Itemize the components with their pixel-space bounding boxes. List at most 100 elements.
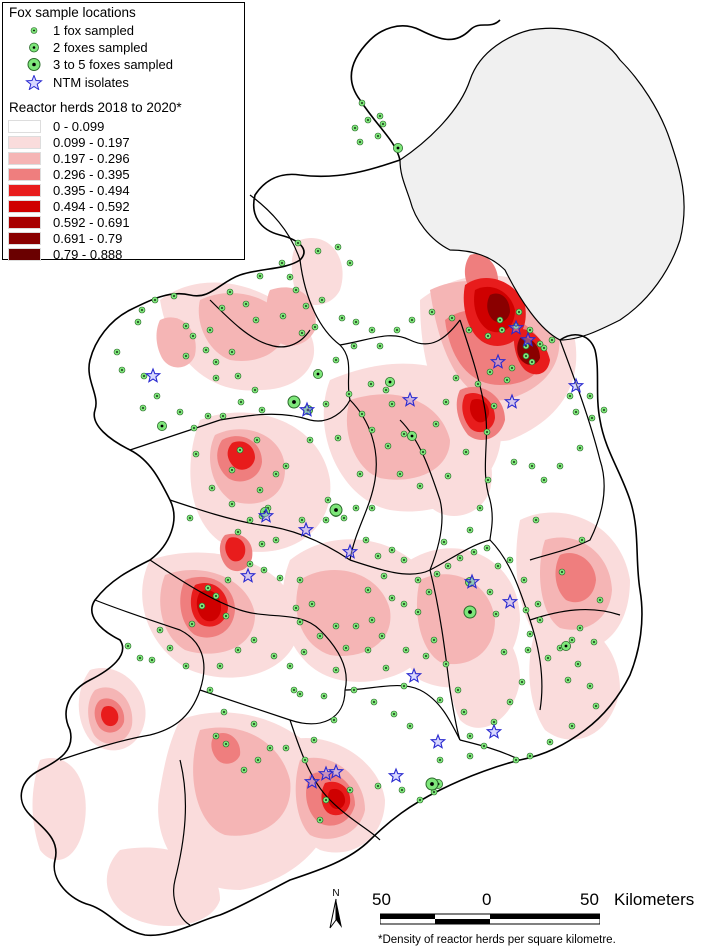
legend-class-row: 0.395 - 0.494 xyxy=(3,183,243,198)
fox-sample-dot-center xyxy=(225,743,227,745)
scale-bar: 50 0 50 Kilometers xyxy=(370,890,705,930)
fox-sample-dot-center xyxy=(515,759,517,761)
fox-sample-dot-center xyxy=(419,799,421,801)
fox-sample-dot-center xyxy=(211,487,213,489)
fox-sample-dot-center xyxy=(468,329,470,331)
fox-sample-dot-center xyxy=(515,325,517,327)
fox-sample-dots-multi xyxy=(287,395,477,791)
legend-class-row: 0.494 - 0.592 xyxy=(3,199,243,214)
legend-class-label: 0.197 - 0.296 xyxy=(53,151,130,166)
fox-sample-dot-center xyxy=(451,317,453,319)
fox-sample-dot-center xyxy=(313,739,315,741)
fox-sample-dot-center xyxy=(309,439,311,441)
fox-sample-dot-center xyxy=(561,571,563,573)
fox-sample-dot-center xyxy=(547,657,549,659)
footnote: *Density of reactor herds per square kil… xyxy=(378,934,616,946)
fox-sample-dot-center xyxy=(537,603,539,605)
fox-sample-dot-center xyxy=(299,693,301,695)
fox-sample-dot-center xyxy=(487,479,489,481)
fox-sample-dot-center xyxy=(539,343,541,345)
fox-sample-dot-center xyxy=(215,361,217,363)
fox-sample-dot-center xyxy=(493,405,495,407)
fox-sample-dot-center xyxy=(571,639,573,641)
legend-class-label: 0.691 - 0.79 xyxy=(53,231,123,246)
fox-sample-dot-center xyxy=(383,575,385,577)
fox-sample-dot-center xyxy=(295,289,297,291)
fox-sample-dot-center xyxy=(410,434,414,438)
ntm-isolate-star xyxy=(239,567,257,583)
fox-sample-dot-center xyxy=(486,431,488,433)
legend-label: 1 fox sampled xyxy=(53,23,134,38)
fox-sample-dot-center xyxy=(439,759,441,761)
fox-sample-dot-center xyxy=(361,102,363,104)
fox-sample-dot-center xyxy=(193,427,195,429)
fox-sample-dot-center xyxy=(473,551,475,553)
fox-sample-dot-center xyxy=(371,619,373,621)
fox-sample-dot-center xyxy=(525,355,527,357)
fox-sample-dot-center xyxy=(417,579,419,581)
legend-row-1-fox: 1 fox sampled xyxy=(3,23,243,38)
fox-sample-dot-center xyxy=(479,507,481,509)
fox-sample-dot-center xyxy=(487,335,489,337)
fox-sample-dot-center xyxy=(256,439,258,441)
fox-sample-dot-center xyxy=(273,655,275,657)
fox-sample-dot-center xyxy=(431,311,433,313)
legend-class-row: 0.592 - 0.691 xyxy=(3,215,243,230)
legend-class-row: 0.296 - 0.395 xyxy=(3,167,243,182)
fox-sample-dot-center xyxy=(275,473,277,475)
legend-class-label: 0 - 0.099 xyxy=(53,119,105,134)
fox-sample-dot-center xyxy=(543,479,545,481)
legend-class-swatch xyxy=(8,136,41,149)
star-icon xyxy=(25,75,43,90)
fox-sample-dot-center xyxy=(367,649,369,651)
fox-sample-dot-center xyxy=(156,395,158,397)
fox-sample-dot-center xyxy=(325,403,327,405)
fox-sample-dot-center xyxy=(353,345,355,347)
legend-label: 2 foxes sampled xyxy=(53,40,148,55)
fox-sample-dot-center xyxy=(393,713,395,715)
fox-sample-dot-center xyxy=(253,639,255,641)
fox-sample-dot-center xyxy=(222,415,224,417)
fox-sample-dot-center xyxy=(495,613,497,615)
fox-sample-dot-center xyxy=(359,473,361,475)
fox-sample-dot-center xyxy=(325,799,327,801)
fox-sample-dot-center xyxy=(249,519,251,521)
legend-class-row: 0.099 - 0.197 xyxy=(3,135,243,150)
fox-sample-dot-center xyxy=(361,413,363,415)
fox-sample-dot-center xyxy=(289,665,291,667)
fox-sample-dot-center xyxy=(551,339,553,341)
fox-sample-dot-center xyxy=(325,519,327,521)
fox-sample-dot-center xyxy=(231,503,233,505)
fox-sample-dot-center xyxy=(154,299,156,301)
fox-sample-dot-center xyxy=(195,453,197,455)
fox-sample-dot-center xyxy=(219,665,221,667)
fox-sample-dot-center xyxy=(303,651,305,653)
legend-label: 3 to 5 foxes sampled xyxy=(53,57,173,72)
fox-sample-dot-center xyxy=(301,332,303,334)
fox-sample-dot-center xyxy=(391,403,393,405)
fox-sample-dot-center xyxy=(345,647,347,649)
map-legend: Fox sample locations 1 fox sampled 2 fox… xyxy=(2,2,245,262)
legend-class-label: 0.395 - 0.494 xyxy=(53,183,130,198)
ntm-isolate-star xyxy=(405,667,423,683)
fox-sample-dot-center xyxy=(468,610,472,614)
fox-sample-dot-center xyxy=(567,679,569,681)
legend-class-swatch xyxy=(8,184,41,197)
fox-sample-dot-center xyxy=(447,565,449,567)
fox-sample-dot-center xyxy=(317,250,319,252)
fox-sample-dot-center xyxy=(501,329,503,331)
northern-ireland-region xyxy=(399,27,685,341)
fox-sample-dot-center xyxy=(589,685,591,687)
fox-sample-dot-center xyxy=(311,603,313,605)
fox-sample-dot-center xyxy=(370,383,372,385)
fox-sample-dot-center xyxy=(385,667,387,669)
fox-sample-dot-center xyxy=(379,115,381,117)
fox-sample-dot-center xyxy=(245,303,247,305)
fox-sample-dot-center xyxy=(455,377,457,379)
fox-sample-dot-center xyxy=(261,409,263,411)
fox-sample-dot-center xyxy=(349,789,351,791)
fox-sample-dot-center xyxy=(503,651,505,653)
legend-class-swatch xyxy=(8,216,41,229)
legend-class-label: 0.494 - 0.592 xyxy=(53,199,130,214)
fox-sample-dot-center xyxy=(314,326,316,328)
